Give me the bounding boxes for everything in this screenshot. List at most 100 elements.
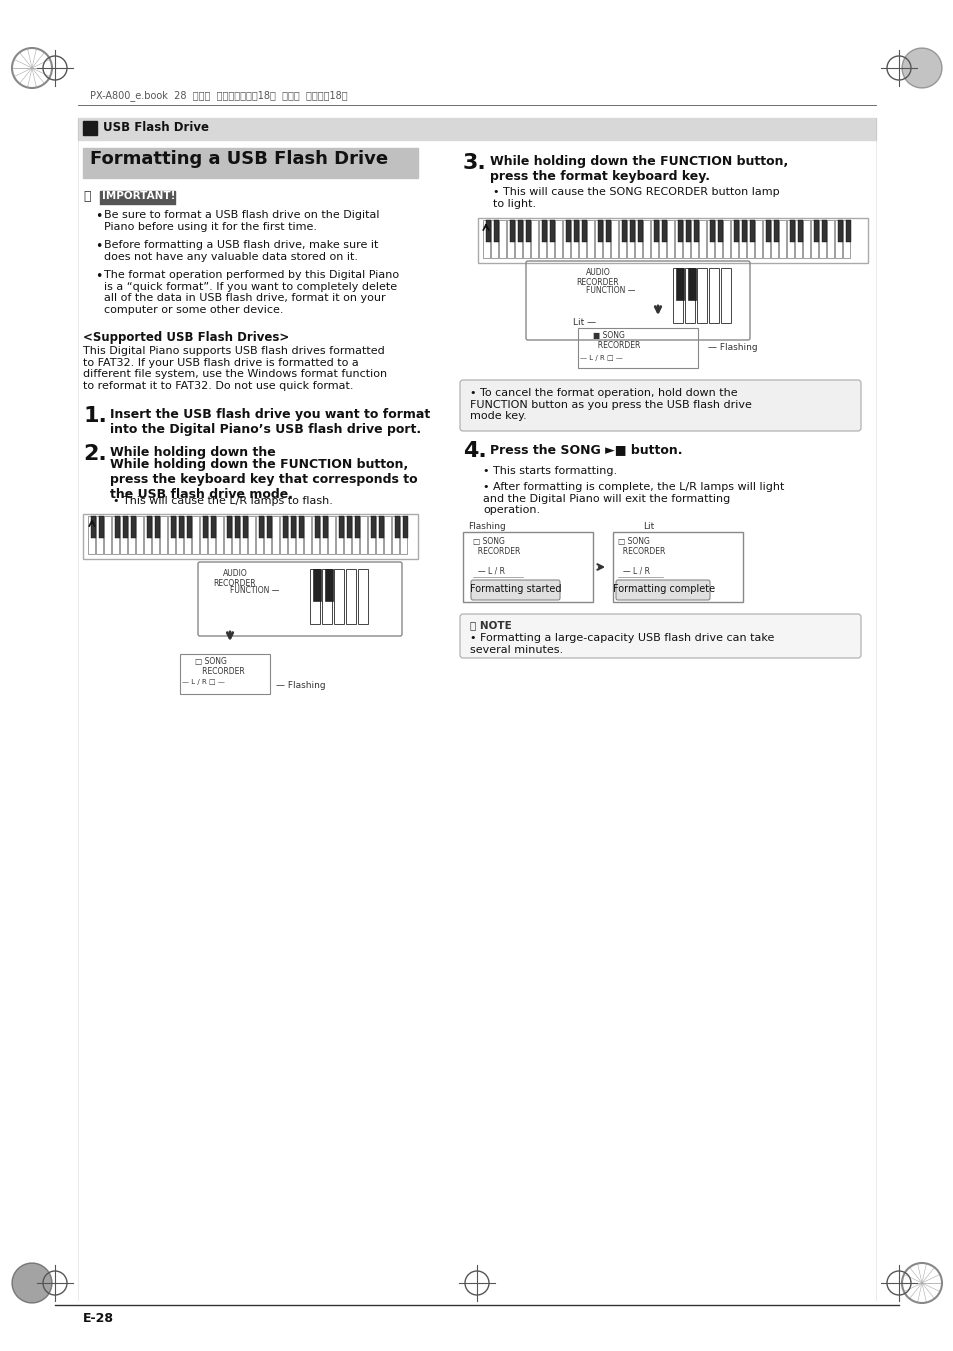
Bar bbox=[765, 220, 770, 242]
Bar bbox=[295, 516, 303, 554]
Bar bbox=[272, 516, 278, 554]
Text: 3.: 3. bbox=[462, 153, 486, 173]
Bar bbox=[180, 654, 270, 694]
Bar bbox=[395, 516, 399, 538]
Bar bbox=[160, 516, 167, 554]
Bar bbox=[319, 516, 327, 554]
FancyBboxPatch shape bbox=[459, 380, 861, 431]
Bar bbox=[678, 220, 682, 242]
Bar bbox=[510, 220, 515, 242]
Text: 4.: 4. bbox=[462, 440, 486, 461]
Text: •: • bbox=[95, 240, 102, 253]
Text: PX-A800_e.book  28  ページ  ２０１３年６月18日  火曜日  午後６時18分: PX-A800_e.book 28 ページ ２０１３年６月18日 火曜日 午後６… bbox=[90, 91, 347, 101]
Text: USB Flash Drive: USB Flash Drive bbox=[103, 122, 209, 134]
Bar bbox=[610, 220, 618, 258]
Bar bbox=[595, 220, 601, 258]
Text: — Flashing: — Flashing bbox=[275, 681, 325, 690]
Bar bbox=[578, 220, 585, 258]
Bar bbox=[280, 516, 287, 554]
Bar bbox=[288, 516, 294, 554]
Bar bbox=[175, 516, 183, 554]
Bar bbox=[733, 220, 739, 242]
Text: • This starts formatting.: • This starts formatting. bbox=[482, 466, 617, 476]
Bar bbox=[232, 516, 239, 554]
Bar bbox=[541, 220, 546, 242]
Bar bbox=[203, 516, 208, 538]
Bar bbox=[515, 220, 521, 258]
Text: Formatting a USB Flash Drive: Formatting a USB Flash Drive bbox=[90, 150, 388, 168]
Bar bbox=[818, 220, 825, 258]
Bar bbox=[706, 220, 713, 258]
Bar bbox=[722, 220, 729, 258]
Bar bbox=[312, 516, 318, 554]
Text: FUNCTION —: FUNCTION — bbox=[585, 286, 635, 295]
Bar bbox=[730, 220, 738, 258]
Text: While holding down the FUNCTION button,
press the keyboard key that corresponds : While holding down the FUNCTION button, … bbox=[110, 458, 417, 501]
Bar bbox=[147, 516, 152, 538]
Bar bbox=[517, 220, 522, 242]
Bar bbox=[375, 516, 382, 554]
Bar bbox=[83, 122, 97, 135]
FancyBboxPatch shape bbox=[459, 613, 861, 658]
Bar bbox=[506, 220, 514, 258]
Bar bbox=[91, 516, 96, 538]
Bar bbox=[699, 220, 705, 258]
Bar bbox=[682, 220, 689, 258]
Bar bbox=[654, 220, 659, 242]
Bar bbox=[571, 220, 578, 258]
FancyBboxPatch shape bbox=[471, 580, 559, 600]
Bar bbox=[115, 516, 120, 538]
Circle shape bbox=[901, 49, 941, 88]
Bar bbox=[128, 516, 135, 554]
Text: • This will cause the SONG RECORDER button lamp
to light.: • This will cause the SONG RECORDER butt… bbox=[493, 186, 779, 208]
Bar bbox=[562, 220, 569, 258]
Bar bbox=[184, 516, 191, 554]
Bar bbox=[234, 516, 240, 538]
Bar bbox=[739, 220, 745, 258]
Bar bbox=[531, 220, 537, 258]
Bar bbox=[635, 220, 641, 258]
Bar bbox=[786, 220, 793, 258]
Bar bbox=[762, 220, 769, 258]
Bar bbox=[112, 516, 119, 554]
Bar bbox=[267, 516, 272, 538]
Bar bbox=[826, 220, 833, 258]
Bar bbox=[334, 569, 344, 624]
Text: • After formatting is complete, the L/R lamps will light
and the Digital Piano w: • After formatting is complete, the L/R … bbox=[482, 482, 783, 515]
Bar bbox=[618, 220, 625, 258]
Bar bbox=[346, 569, 355, 624]
Bar bbox=[347, 516, 352, 538]
FancyBboxPatch shape bbox=[616, 580, 709, 600]
Bar bbox=[171, 516, 175, 538]
Bar bbox=[834, 220, 841, 258]
Bar bbox=[714, 220, 721, 258]
Bar bbox=[88, 516, 95, 554]
Bar bbox=[718, 220, 722, 242]
Bar bbox=[598, 220, 602, 242]
Bar bbox=[255, 516, 263, 554]
Text: 2.: 2. bbox=[83, 444, 107, 463]
Text: This Digital Piano supports USB flash drives formatted
to FAT32. If your USB fla: This Digital Piano supports USB flash dr… bbox=[83, 346, 387, 390]
Bar bbox=[525, 220, 531, 242]
Text: □ SONG
  RECORDER: □ SONG RECORDER bbox=[618, 536, 664, 557]
Bar bbox=[565, 220, 571, 242]
Text: • To cancel the format operation, hold down the
FUNCTION button as you press the: • To cancel the format operation, hold d… bbox=[470, 388, 751, 422]
Bar bbox=[344, 516, 351, 554]
Bar bbox=[211, 516, 215, 538]
Bar bbox=[355, 516, 359, 538]
Bar bbox=[240, 516, 247, 554]
Text: Formatting complete: Formatting complete bbox=[612, 584, 715, 594]
Text: □ SONG
   RECORDER: □ SONG RECORDER bbox=[194, 657, 245, 677]
Text: ■ SONG
  RECORDER: ■ SONG RECORDER bbox=[593, 331, 639, 350]
Text: Before formatting a USB flash drive, make sure it
does not have any valuable dat: Before formatting a USB flash drive, mak… bbox=[104, 240, 378, 262]
Bar bbox=[708, 267, 719, 323]
Bar bbox=[621, 220, 626, 242]
Bar bbox=[709, 220, 714, 242]
Bar bbox=[720, 267, 730, 323]
Bar bbox=[482, 220, 490, 258]
Bar bbox=[659, 220, 665, 258]
Text: 1.: 1. bbox=[83, 407, 107, 426]
Bar bbox=[378, 516, 384, 538]
Bar bbox=[187, 516, 192, 538]
Text: <Supported USB Flash Drives>: <Supported USB Flash Drives> bbox=[83, 331, 289, 345]
